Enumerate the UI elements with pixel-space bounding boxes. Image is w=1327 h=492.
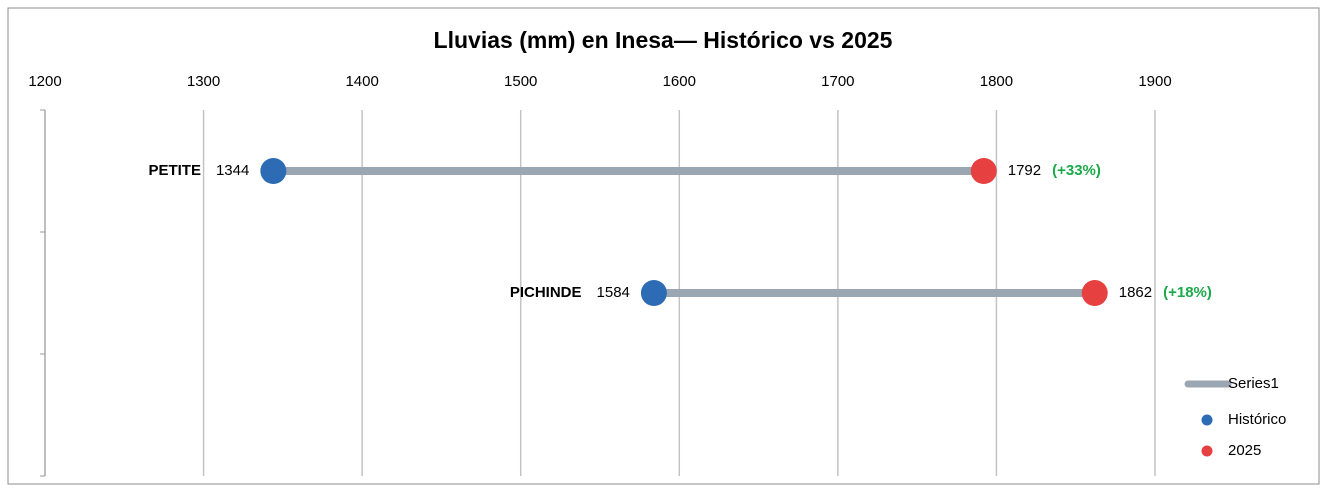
x-tick-label: 1900 [1138, 73, 1171, 90]
x-tick-label: 1600 [663, 73, 696, 90]
x-tick-label: 1300 [187, 73, 220, 90]
category-label: PICHINDE [510, 284, 582, 301]
value-label: 1344 [216, 162, 249, 179]
legend-label: 2025 [1228, 442, 1261, 459]
change-label: (+33%) [1052, 162, 1101, 179]
chart-frame [7, 7, 1320, 485]
change-label: (+18%) [1163, 284, 1212, 301]
dot-2025 [970, 158, 997, 184]
chart-title: Lluvias (mm) en Inesa— Histórico vs 2025 [434, 27, 893, 53]
dot-2025 [1081, 280, 1108, 306]
legend-swatch [1201, 445, 1213, 457]
legend-swatch [1201, 414, 1213, 426]
dot-historico [260, 158, 287, 184]
value-label: 1792 [1008, 162, 1041, 179]
value-label: 1584 [597, 284, 630, 301]
x-tick-label: 1500 [504, 73, 537, 90]
x-tick-label: 1800 [980, 73, 1013, 90]
x-tick-label: 1400 [345, 73, 378, 90]
x-tick-label: 1200 [28, 73, 61, 90]
x-tick-label: 1700 [821, 73, 854, 90]
category-label: PETITE [148, 162, 201, 179]
value-label: 1862 [1119, 284, 1152, 301]
legend-label: Series1 [1228, 375, 1279, 392]
dot-historico [640, 280, 667, 306]
legend-label: Histórico [1228, 411, 1286, 428]
